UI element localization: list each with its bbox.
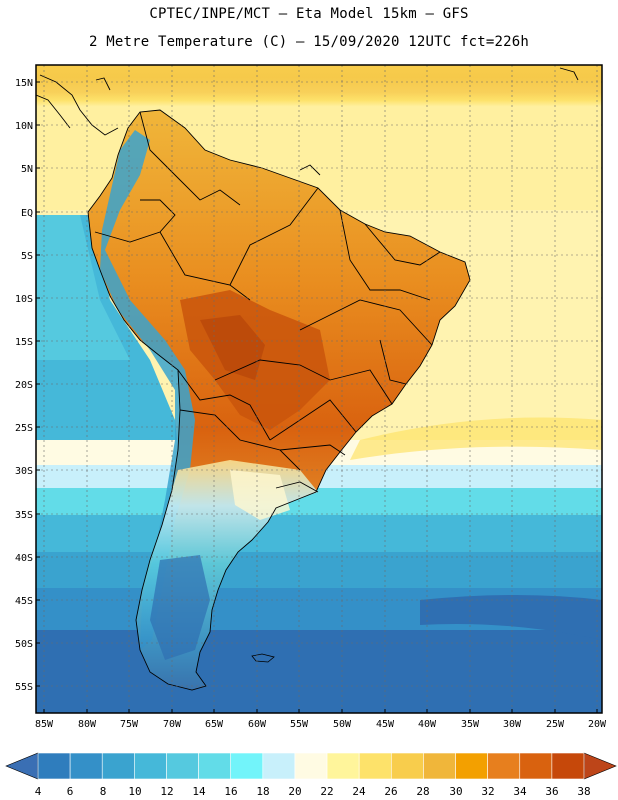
colorbar-label: 28 xyxy=(416,785,429,798)
colorbar-swatch xyxy=(551,752,585,780)
colorbar-label: 10 xyxy=(128,785,141,798)
lon-label: 80W xyxy=(78,719,97,730)
latitude-labels: 15N 10N 5N EQ 5S 10S 15S 20S 25S 30S 35S… xyxy=(15,78,33,693)
lat-label: 5N xyxy=(21,164,33,175)
colorbar-label: 6 xyxy=(67,785,74,798)
colorbar-swatch xyxy=(390,752,424,780)
lon-label: 60W xyxy=(248,719,267,730)
colorbar-swatch xyxy=(37,752,71,780)
colorbar-swatch xyxy=(198,752,232,780)
colorbar-right-arrow xyxy=(583,752,617,780)
colorbar-label: 26 xyxy=(384,785,397,798)
lon-label: 20W xyxy=(588,719,607,730)
colorbar-left-arrow xyxy=(5,752,39,780)
colorbar-label: 32 xyxy=(481,785,494,798)
colorbar-swatch xyxy=(166,752,199,780)
lon-label: 55W xyxy=(290,719,309,730)
lat-label: 40S xyxy=(15,553,33,564)
lat-label: 10N xyxy=(15,121,33,132)
lat-label: 10S xyxy=(15,294,33,305)
colorbar-swatch xyxy=(326,752,360,780)
colorbar-swatch xyxy=(519,752,553,780)
lat-label: 35S xyxy=(15,510,33,521)
lat-label: 15N xyxy=(15,78,33,89)
ticks xyxy=(36,81,598,713)
lon-label: 40W xyxy=(418,719,437,730)
colorbar-swatch xyxy=(423,752,456,780)
longitude-labels: 85W 80W 75W 70W 65W 60W 55W 50W 45W 40W … xyxy=(35,719,607,730)
title-line-2: 2 Metre Temperature (C) – 15/09/2020 12U… xyxy=(88,34,530,50)
colorbar-swatch xyxy=(487,752,521,780)
colorbar-label: 12 xyxy=(160,785,173,798)
colorbar-label: 22 xyxy=(320,785,333,798)
colorbar-label: 34 xyxy=(513,785,527,798)
colorbar-label: 18 xyxy=(256,785,269,798)
lat-label: 5S xyxy=(21,251,33,262)
lon-label: 25W xyxy=(546,719,565,730)
colorbar-label: 36 xyxy=(545,785,558,798)
map-field xyxy=(36,65,602,713)
colorbar-label: 16 xyxy=(224,785,237,798)
lat-label: 25S xyxy=(15,423,33,434)
colorbar-swatch xyxy=(69,752,103,780)
lat-label: 15S xyxy=(15,337,33,348)
lat-label: 50S xyxy=(15,639,33,650)
map-frame xyxy=(35,64,603,714)
colorbar-swatch xyxy=(134,752,167,780)
lon-label: 45W xyxy=(376,719,395,730)
lat-label: 55S xyxy=(15,682,33,693)
colorbar-swatch xyxy=(294,752,328,780)
lon-label: 30W xyxy=(503,719,522,730)
lon-label: 70W xyxy=(163,719,182,730)
colorbar-label: 8 xyxy=(100,785,107,798)
colorbar-swatch xyxy=(358,752,392,780)
colorbar-swatch xyxy=(455,752,488,780)
colorbar-label: 4 xyxy=(35,785,42,798)
colorbar-swatch xyxy=(262,752,296,780)
colorbar-swatch xyxy=(101,752,135,780)
colorbar-label: 30 xyxy=(449,785,462,798)
colorbar-label: 14 xyxy=(192,785,206,798)
colorbar-label: 38 xyxy=(577,785,590,798)
lat-label: EQ xyxy=(21,208,33,219)
lon-label: 65W xyxy=(205,719,224,730)
lat-label: 45S xyxy=(15,596,33,607)
colorbar-label: 20 xyxy=(288,785,301,798)
graticule xyxy=(36,65,602,713)
colorbar: 4 6 8 10 12 14 16 18 20 22 24 26 28 30 3… xyxy=(5,752,617,798)
lon-label: 85W xyxy=(35,719,54,730)
colorbar-swatch xyxy=(230,752,264,780)
lat-label: 30S xyxy=(15,466,33,477)
colorbar-label: 24 xyxy=(352,785,366,798)
title-line-1: CPTEC/INPE/MCT – Eta Model 15km – GFS xyxy=(149,6,469,22)
lat-label: 20S xyxy=(15,380,33,391)
lon-label: 75W xyxy=(120,719,139,730)
lon-label: 50W xyxy=(333,719,352,730)
lon-label: 35W xyxy=(461,719,480,730)
